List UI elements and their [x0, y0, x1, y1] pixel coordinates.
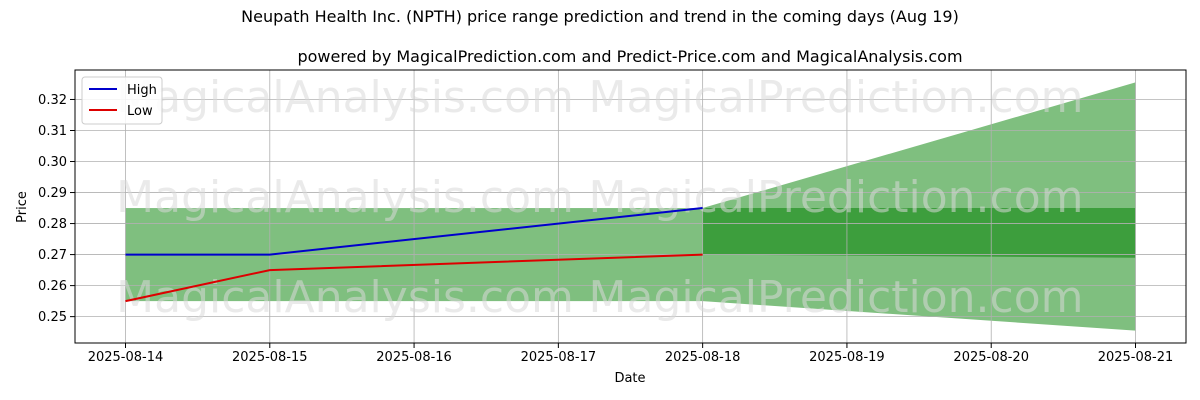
x-axis-label: Date: [614, 371, 645, 386]
chart-subtitle: powered by MagicalPrediction.com and Pre…: [297, 47, 962, 66]
watermark-text: MagicalPrediction.com: [589, 272, 1084, 323]
plot-frame: [74, 69, 1187, 344]
x-tick-label: 2025-08-15: [232, 350, 308, 365]
legend-label-high: High: [127, 83, 157, 98]
y-tick-label: 0.32: [38, 93, 67, 108]
watermark-text: MagicalPrediction.com: [589, 172, 1084, 223]
watermark-text: MagicalAnalysis.com: [116, 72, 574, 123]
chart-title: Neupath Health Inc. (NPTH) price range p…: [241, 7, 959, 26]
watermark-text: MagicalPrediction.com: [589, 72, 1084, 123]
series-line-high: [125, 207, 703, 256]
y-axis-label: Price: [15, 191, 30, 223]
prediction-outer-band: [702, 82, 1136, 331]
x-tick-label: 2025-08-14: [88, 350, 164, 365]
watermark-text: MagicalAnalysis.com: [116, 172, 574, 223]
x-tick-label: 2025-08-17: [521, 350, 597, 365]
y-tick-label: 0.26: [38, 279, 67, 294]
x-tick-label: 2025-08-16: [376, 350, 452, 365]
y-tick-label: 0.30: [38, 155, 67, 170]
x-tick-label: 2025-08-20: [953, 350, 1029, 365]
x-tick-label: 2025-08-21: [1098, 350, 1174, 365]
y-tick-label: 0.29: [38, 186, 67, 201]
y-tick-label: 0.27: [38, 248, 67, 263]
legend: High Low: [81, 76, 163, 125]
y-tick-label: 0.31: [38, 124, 67, 139]
prediction-inner-band: [702, 208, 1136, 258]
y-tick-label: 0.25: [38, 310, 67, 325]
legend-label-low: Low: [127, 104, 153, 119]
series-line-low: [125, 253, 703, 303]
x-tick-label: 2025-08-18: [665, 350, 741, 365]
y-tick-label: 0.28: [38, 217, 67, 232]
x-tick-label: 2025-08-19: [809, 350, 885, 365]
watermark-text: MagicalAnalysis.com: [116, 272, 574, 323]
